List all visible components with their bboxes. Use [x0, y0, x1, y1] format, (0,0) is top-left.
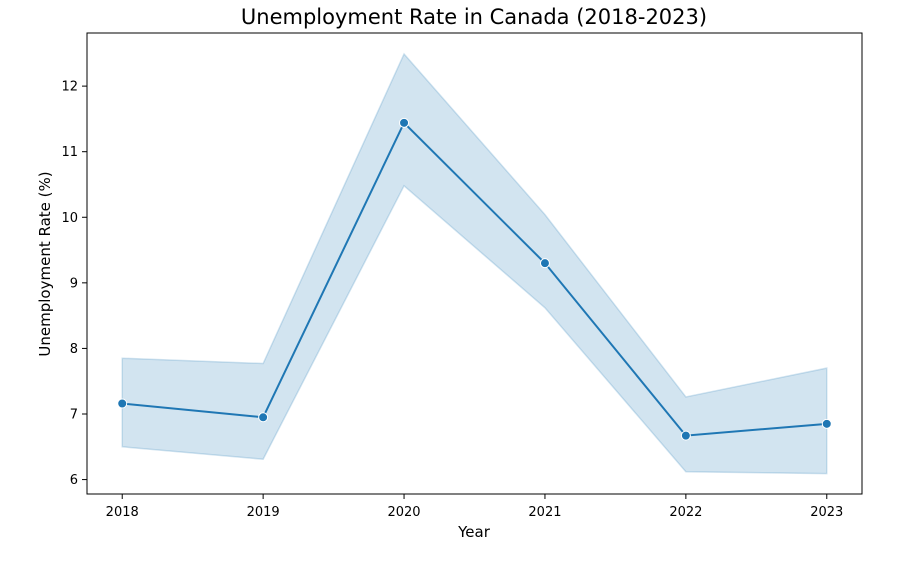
x-tick-label: 2018 [106, 505, 139, 520]
x-axis-label: Year [457, 523, 491, 541]
confidence-band-layer [121, 52, 828, 475]
y-tick-label: 8 [70, 342, 78, 357]
plot-border [86, 32, 863, 495]
x-tick-label: 2019 [247, 505, 280, 520]
data-point [117, 398, 128, 409]
data-point-layer [117, 117, 832, 441]
series-line-layer [122, 121, 827, 437]
y-tick-label: 11 [61, 145, 78, 160]
y-tick-label: 12 [61, 80, 78, 95]
confidence-band [121, 52, 828, 475]
y-tick-label: 6 [70, 473, 78, 488]
x-tick-label: 2023 [810, 505, 843, 520]
y-tick-label: 9 [70, 276, 78, 291]
data-point [399, 117, 410, 128]
x-tick-label: 2021 [528, 505, 561, 520]
plot-background [87, 33, 862, 494]
plot-area [86, 32, 863, 495]
y-axis: 6 7 8 9 10 11 12 [61, 80, 87, 488]
data-point [258, 412, 269, 423]
data-point [539, 258, 550, 269]
x-axis: 2018 2019 2020 2021 2022 2023 [106, 494, 843, 520]
x-tick-label: 2022 [669, 505, 702, 520]
y-tick-label: 7 [70, 407, 78, 422]
data-point [680, 430, 691, 441]
data-point [821, 418, 832, 429]
chart-title: Unemployment Rate in Canada (2018-2023) [241, 5, 707, 29]
y-tick-label: 10 [61, 211, 78, 226]
series-line [122, 121, 827, 437]
x-tick-label: 2020 [387, 505, 420, 520]
y-axis-label: Unemployment Rate (%) [36, 171, 54, 356]
